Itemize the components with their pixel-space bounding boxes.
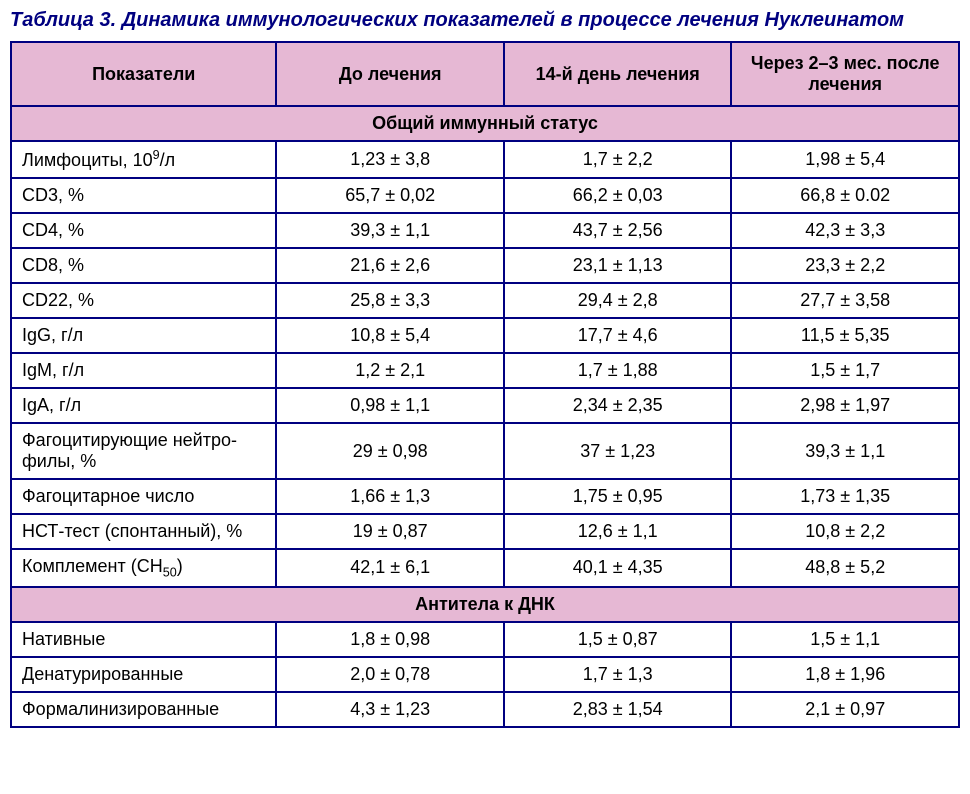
cell-value: 10,8 ± 2,2 xyxy=(731,514,959,549)
cell-value: 2,1 ± 0,97 xyxy=(731,692,959,727)
col-header-after: Через 2–3 мес. после лечения xyxy=(731,42,959,106)
table-row: Фагоцитирующие нейтро-филы, %29 ± 0,9837… xyxy=(11,423,959,479)
immunology-table: Показатели До лечения 14-й день лечения … xyxy=(10,41,960,728)
section-header-row: Антитела к ДНК xyxy=(11,587,959,622)
cell-value: 1,73 ± 1,35 xyxy=(731,479,959,514)
cell-value: 1,7 ± 1,3 xyxy=(504,657,732,692)
cell-value: 23,1 ± 1,13 xyxy=(504,248,732,283)
cell-value: 0,98 ± 1,1 xyxy=(276,388,504,423)
row-label: Нативные xyxy=(11,622,276,657)
section-header-row: Общий иммунный статус xyxy=(11,106,959,141)
row-label: Комплемент (CH50) xyxy=(11,549,276,587)
row-label: Денатурированные xyxy=(11,657,276,692)
table-header-row: Показатели До лечения 14-й день лечения … xyxy=(11,42,959,106)
table-row: CD4, %39,3 ± 1,143,7 ± 2,5642,3 ± 3,3 xyxy=(11,213,959,248)
cell-value: 39,3 ± 1,1 xyxy=(731,423,959,479)
section-title: Антитела к ДНК xyxy=(11,587,959,622)
cell-value: 27,7 ± 3,58 xyxy=(731,283,959,318)
cell-value: 37 ± 1,23 xyxy=(504,423,732,479)
table-row: Фагоцитарное число1,66 ± 1,31,75 ± 0,951… xyxy=(11,479,959,514)
section-title: Общий иммунный статус xyxy=(11,106,959,141)
cell-value: 29,4 ± 2,8 xyxy=(504,283,732,318)
row-label: CD8, % xyxy=(11,248,276,283)
table-row: CD8, %21,6 ± 2,623,1 ± 1,1323,3 ± 2,2 xyxy=(11,248,959,283)
cell-value: 48,8 ± 5,2 xyxy=(731,549,959,587)
row-label: IgA, г/л xyxy=(11,388,276,423)
cell-value: 19 ± 0,87 xyxy=(276,514,504,549)
cell-value: 40,1 ± 4,35 xyxy=(504,549,732,587)
table-row: Лимфоциты, 109/л1,23 ± 3,81,7 ± 2,21,98 … xyxy=(11,141,959,178)
cell-value: 1,75 ± 0,95 xyxy=(504,479,732,514)
col-header-indicator: Показатели xyxy=(11,42,276,106)
col-header-day14: 14-й день лечения xyxy=(504,42,732,106)
row-label: IgG, г/л xyxy=(11,318,276,353)
cell-value: 1,2 ± 2,1 xyxy=(276,353,504,388)
cell-value: 43,7 ± 2,56 xyxy=(504,213,732,248)
cell-value: 1,8 ± 0,98 xyxy=(276,622,504,657)
cell-value: 1,5 ± 1,1 xyxy=(731,622,959,657)
cell-value: 23,3 ± 2,2 xyxy=(731,248,959,283)
cell-value: 12,6 ± 1,1 xyxy=(504,514,732,549)
cell-value: 11,5 ± 5,35 xyxy=(731,318,959,353)
table-row: IgG, г/л10,8 ± 5,417,7 ± 4,611,5 ± 5,35 xyxy=(11,318,959,353)
col-header-before: До лечения xyxy=(276,42,504,106)
cell-value: 29 ± 0,98 xyxy=(276,423,504,479)
cell-value: 2,0 ± 0,78 xyxy=(276,657,504,692)
table-row: IgA, г/л0,98 ± 1,12,34 ± 2,352,98 ± 1,97 xyxy=(11,388,959,423)
cell-value: 1,23 ± 3,8 xyxy=(276,141,504,178)
cell-value: 66,8 ± 0.02 xyxy=(731,178,959,213)
table-row: CD3, %65,7 ± 0,0266,2 ± 0,0366,8 ± 0.02 xyxy=(11,178,959,213)
cell-value: 10,8 ± 5,4 xyxy=(276,318,504,353)
table-row: Комплемент (CH50)42,1 ± 6,140,1 ± 4,3548… xyxy=(11,549,959,587)
table-row: Нативные1,8 ± 0,981,5 ± 0,871,5 ± 1,1 xyxy=(11,622,959,657)
cell-value: 66,2 ± 0,03 xyxy=(504,178,732,213)
cell-value: 4,3 ± 1,23 xyxy=(276,692,504,727)
row-label: Фагоцитирующие нейтро-филы, % xyxy=(11,423,276,479)
cell-value: 2,83 ± 1,54 xyxy=(504,692,732,727)
table-row: НСТ-тест (спонтанный), %19 ± 0,8712,6 ± … xyxy=(11,514,959,549)
row-label: Лимфоциты, 109/л xyxy=(11,141,276,178)
cell-value: 21,6 ± 2,6 xyxy=(276,248,504,283)
table-title: Таблица 3. Динамика иммунологических пок… xyxy=(10,8,960,33)
cell-value: 39,3 ± 1,1 xyxy=(276,213,504,248)
row-label: IgM, г/л xyxy=(11,353,276,388)
cell-value: 65,7 ± 0,02 xyxy=(276,178,504,213)
row-label: CD3, % xyxy=(11,178,276,213)
table-body: Общий иммунный статусЛимфоциты, 109/л1,2… xyxy=(11,106,959,727)
cell-value: 2,98 ± 1,97 xyxy=(731,388,959,423)
cell-value: 1,7 ± 1,88 xyxy=(504,353,732,388)
table-row: IgM, г/л1,2 ± 2,11,7 ± 1,881,5 ± 1,7 xyxy=(11,353,959,388)
table-row: Денатурированные2,0 ± 0,781,7 ± 1,31,8 ±… xyxy=(11,657,959,692)
cell-value: 42,1 ± 6,1 xyxy=(276,549,504,587)
cell-value: 2,34 ± 2,35 xyxy=(504,388,732,423)
cell-value: 17,7 ± 4,6 xyxy=(504,318,732,353)
row-label: CD22, % xyxy=(11,283,276,318)
cell-value: 1,98 ± 5,4 xyxy=(731,141,959,178)
row-label: Формалинизированные xyxy=(11,692,276,727)
cell-value: 42,3 ± 3,3 xyxy=(731,213,959,248)
row-label: CD4, % xyxy=(11,213,276,248)
cell-value: 25,8 ± 3,3 xyxy=(276,283,504,318)
cell-value: 1,66 ± 1,3 xyxy=(276,479,504,514)
table-row: CD22, %25,8 ± 3,329,4 ± 2,827,7 ± 3,58 xyxy=(11,283,959,318)
row-label: Фагоцитарное число xyxy=(11,479,276,514)
table-row: Формалинизированные4,3 ± 1,232,83 ± 1,54… xyxy=(11,692,959,727)
cell-value: 1,5 ± 1,7 xyxy=(731,353,959,388)
cell-value: 1,5 ± 0,87 xyxy=(504,622,732,657)
row-label: НСТ-тест (спонтанный), % xyxy=(11,514,276,549)
cell-value: 1,8 ± 1,96 xyxy=(731,657,959,692)
cell-value: 1,7 ± 2,2 xyxy=(504,141,732,178)
